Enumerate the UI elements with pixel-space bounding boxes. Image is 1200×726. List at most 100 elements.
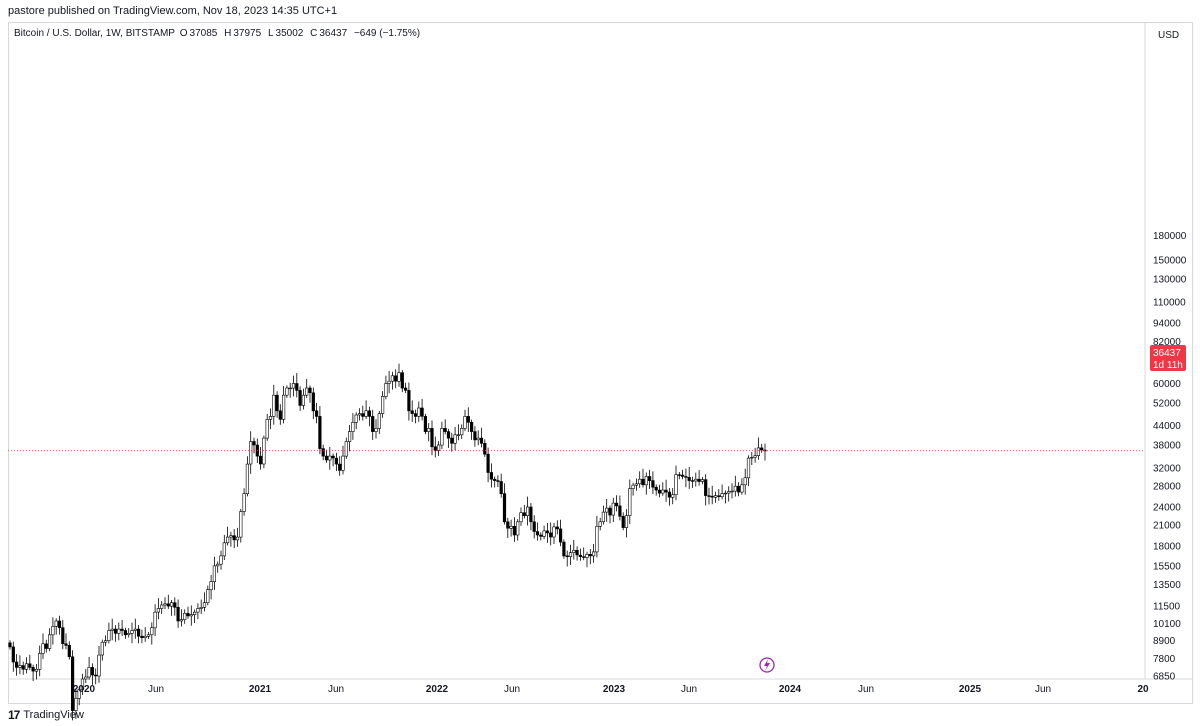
candle-body <box>153 611 157 629</box>
candle-body <box>331 455 335 459</box>
candle-body <box>582 556 586 558</box>
candle-body <box>272 394 276 417</box>
candle-body <box>654 486 658 491</box>
candle-body <box>611 502 615 516</box>
candle-body <box>318 416 322 449</box>
price-tick-label: 10100 <box>1153 619 1181 630</box>
candle-body <box>403 387 408 391</box>
candle-body <box>288 387 292 390</box>
candle-body <box>226 536 230 544</box>
candle-body <box>268 416 273 420</box>
candle-body <box>489 472 494 480</box>
candle-body <box>216 563 220 567</box>
close-value: 36437 <box>319 28 348 39</box>
candle-body <box>605 507 609 513</box>
candle-body <box>94 674 98 677</box>
candle-body <box>219 555 223 565</box>
candle-body <box>71 656 75 711</box>
currency-label[interactable]: USD <box>1158 30 1179 41</box>
candle-body <box>532 521 536 532</box>
candle-body <box>628 488 632 517</box>
candle-body <box>644 476 648 486</box>
candle-body <box>598 521 602 527</box>
candle-body <box>285 387 289 396</box>
candle-body <box>456 434 461 436</box>
price-tick-label: 94000 <box>1153 319 1181 330</box>
candle-body <box>420 407 424 417</box>
candle-body <box>127 632 131 635</box>
time-tick-label: 2025 <box>959 684 982 695</box>
candle-body <box>34 668 38 672</box>
candle-body <box>558 528 563 543</box>
candle-body <box>667 491 671 498</box>
candle-body <box>717 495 721 498</box>
candle-body <box>694 478 698 482</box>
candle-body <box>684 476 688 478</box>
bar-countdown: 1d 11h <box>1153 360 1183 371</box>
candle-body <box>433 446 437 451</box>
footer[interactable]: 17 TradingView <box>8 704 84 726</box>
candle-body <box>407 390 411 412</box>
candle-body <box>38 653 42 670</box>
candle-body <box>87 667 91 678</box>
candle-body <box>463 416 467 429</box>
candle-body <box>387 380 391 384</box>
candle-body <box>483 442 487 455</box>
candle-body <box>361 413 365 417</box>
candle-body <box>394 375 398 382</box>
candle-body <box>545 530 549 534</box>
candle-body <box>736 485 741 493</box>
chart-frame[interactable] <box>8 22 1193 704</box>
candle-body <box>677 474 681 476</box>
candle-body <box>380 396 385 414</box>
candle-body <box>252 441 256 446</box>
candle-body <box>133 628 137 631</box>
candle-body <box>743 477 747 486</box>
candle-body <box>651 480 655 488</box>
price-tick-label: 180000 <box>1153 231 1187 242</box>
time-tick-label: Jun <box>328 684 344 695</box>
candle-body <box>440 428 444 446</box>
price-tick-label: 82000 <box>1153 337 1181 348</box>
symbol-legend: Bitcoin / U.S. Dollar, 1W, BITSTAMP O 370… <box>14 28 422 39</box>
candle-body <box>67 644 71 657</box>
candle-body <box>51 626 55 636</box>
candle-body <box>549 532 553 538</box>
candle-body <box>436 444 441 451</box>
candle-body <box>163 603 167 606</box>
lightning-icon[interactable] <box>759 657 775 673</box>
candle-body <box>291 383 296 389</box>
time-tick-label: 2021 <box>249 684 272 695</box>
candle-body <box>74 698 78 711</box>
candle-body <box>601 511 605 523</box>
candle-body <box>647 476 652 481</box>
time-tick-label: Jun <box>681 684 697 695</box>
candle-body <box>384 383 388 397</box>
candle-body <box>690 480 695 482</box>
candle-body <box>539 534 543 537</box>
candle-body <box>446 431 451 439</box>
candle-body <box>575 549 579 556</box>
price-tick-label: 8900 <box>1153 636 1176 647</box>
candle-body <box>15 661 19 668</box>
candle-body <box>328 455 332 461</box>
candle-body <box>502 493 507 523</box>
candle-body <box>209 581 213 590</box>
price-tick-label: 7800 <box>1153 654 1176 665</box>
candle-body <box>562 541 566 557</box>
high-value: 37975 <box>233 28 262 39</box>
candle-body <box>295 383 299 391</box>
candle-body <box>512 525 516 536</box>
symbol-name: Bitcoin / U.S. Dollar, 1W, BITSTAMP <box>14 28 175 39</box>
candle-body <box>179 619 184 622</box>
candle-body <box>417 407 421 417</box>
candle-body <box>614 502 619 507</box>
candle-body <box>588 553 592 557</box>
candle-body <box>357 413 362 416</box>
price-tick-label: 21000 <box>1153 521 1181 532</box>
candle-body <box>308 387 312 393</box>
candle-body <box>117 628 121 634</box>
candle-body <box>173 602 177 608</box>
candle-body <box>529 506 533 523</box>
